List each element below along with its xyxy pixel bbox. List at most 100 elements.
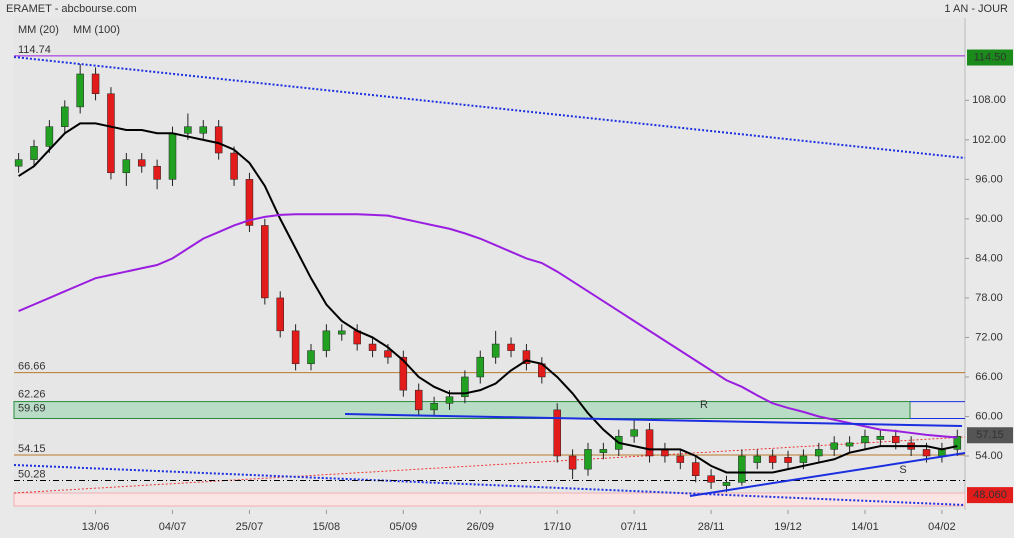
candle-body <box>338 330 346 335</box>
candle-body <box>122 159 131 174</box>
candle-body <box>399 356 408 391</box>
candle-body <box>799 455 808 463</box>
candle-body <box>307 350 315 365</box>
candle-body <box>507 343 515 351</box>
candle-body <box>553 409 561 457</box>
candle-body <box>845 442 854 447</box>
x-tick-label: 07/11 <box>621 521 648 533</box>
candle-body <box>707 475 715 483</box>
candle-body <box>368 343 377 351</box>
candle-body <box>815 449 823 457</box>
y-tick-label: 90.00 <box>975 213 1003 225</box>
candle-body <box>245 179 254 226</box>
zone-label: 59.69 <box>18 402 46 414</box>
candle-body <box>322 330 331 351</box>
price-tag-label: 57.15 <box>976 429 1004 441</box>
candle-body <box>230 152 238 180</box>
x-tick-label: 04/02 <box>928 521 956 533</box>
x-tick-label: 13/06 <box>82 521 110 533</box>
candle-body <box>461 376 469 397</box>
candle-body <box>199 126 208 134</box>
candle-body <box>584 449 592 470</box>
level-label: 50.28 <box>18 468 46 480</box>
candle-body <box>414 389 423 411</box>
price-tag <box>967 49 1013 66</box>
legend-entry: MM (20) <box>18 24 59 36</box>
candle-body <box>291 330 300 365</box>
x-tick-label: 04/07 <box>159 521 187 533</box>
candle-body <box>830 442 838 450</box>
candle-body <box>168 133 177 180</box>
candle-body <box>476 356 485 378</box>
candle-body <box>276 297 284 332</box>
annotation: R <box>700 399 708 411</box>
x-tick-label: 28/11 <box>698 521 725 533</box>
candle-body <box>61 106 69 127</box>
candle-body <box>522 350 531 365</box>
resistance-line <box>344 413 963 427</box>
x-tick-label: 19/12 <box>774 521 802 533</box>
x-tick-label: 05/09 <box>390 521 418 533</box>
chart-title: ERAMET - abcbourse.com <box>6 3 137 15</box>
candle-body <box>45 126 54 147</box>
y-tick-label: 78.00 <box>975 292 1003 304</box>
trendline <box>13 56 966 159</box>
candle-body <box>645 429 654 457</box>
candle-body <box>184 126 192 134</box>
candle-body <box>768 455 777 463</box>
candle-body <box>861 435 869 444</box>
y-tick-label: 96.00 <box>975 173 1003 185</box>
y-tick-label: 84.00 <box>975 252 1003 264</box>
x-tick-label: 26/09 <box>467 521 495 533</box>
period: 1 AN - JOUR <box>944 3 1008 15</box>
candle-body <box>14 159 23 167</box>
candle-body <box>137 159 146 167</box>
x-tick-label: 17/10 <box>543 521 571 533</box>
candle-body <box>738 455 746 483</box>
price-tag-label: 114.50 <box>974 51 1007 63</box>
price-tag <box>967 427 1013 444</box>
candle-body <box>384 350 392 358</box>
zone-label: 62.26 <box>18 388 46 400</box>
candle-body <box>722 482 731 486</box>
candle-body <box>599 449 608 453</box>
candle-body <box>76 73 84 108</box>
zone <box>13 401 911 420</box>
candle-body <box>445 396 454 404</box>
support-line <box>689 452 966 497</box>
candle-body <box>153 165 161 180</box>
candle-body <box>261 225 269 299</box>
x-tick-label: 14/01 <box>851 521 879 533</box>
y-tick-label: 54.00 <box>975 450 1003 462</box>
candle-body <box>676 455 685 463</box>
candle-body <box>691 462 700 477</box>
y-tick-label: 72.00 <box>975 331 1003 343</box>
level-label: 54.15 <box>18 443 46 455</box>
y-tick-label: 108.00 <box>972 94 1006 106</box>
trendline <box>13 464 966 506</box>
candle-body <box>892 435 900 444</box>
candle-body <box>30 146 38 160</box>
candle-body <box>784 457 792 463</box>
x-tick-label: 15/08 <box>313 521 341 533</box>
plot-area <box>14 18 965 510</box>
candle-body <box>953 435 962 450</box>
annotation: S <box>899 464 906 476</box>
ma-line <box>18 213 958 439</box>
candle-body <box>876 435 885 440</box>
trendline <box>13 436 966 494</box>
candle-body <box>214 126 223 154</box>
candle-body <box>107 93 115 174</box>
y-tick-label: 60.00 <box>975 410 1003 422</box>
band <box>13 492 966 507</box>
candle-body <box>91 73 100 94</box>
ma-line <box>18 122 958 474</box>
candle-body <box>753 455 762 463</box>
candle-body <box>630 429 638 437</box>
candle-body <box>568 455 577 470</box>
level-label: 114.74 <box>18 44 51 56</box>
candle-body <box>430 403 438 411</box>
legend-entry: MM (100) <box>73 24 120 36</box>
candle-body <box>922 449 931 457</box>
